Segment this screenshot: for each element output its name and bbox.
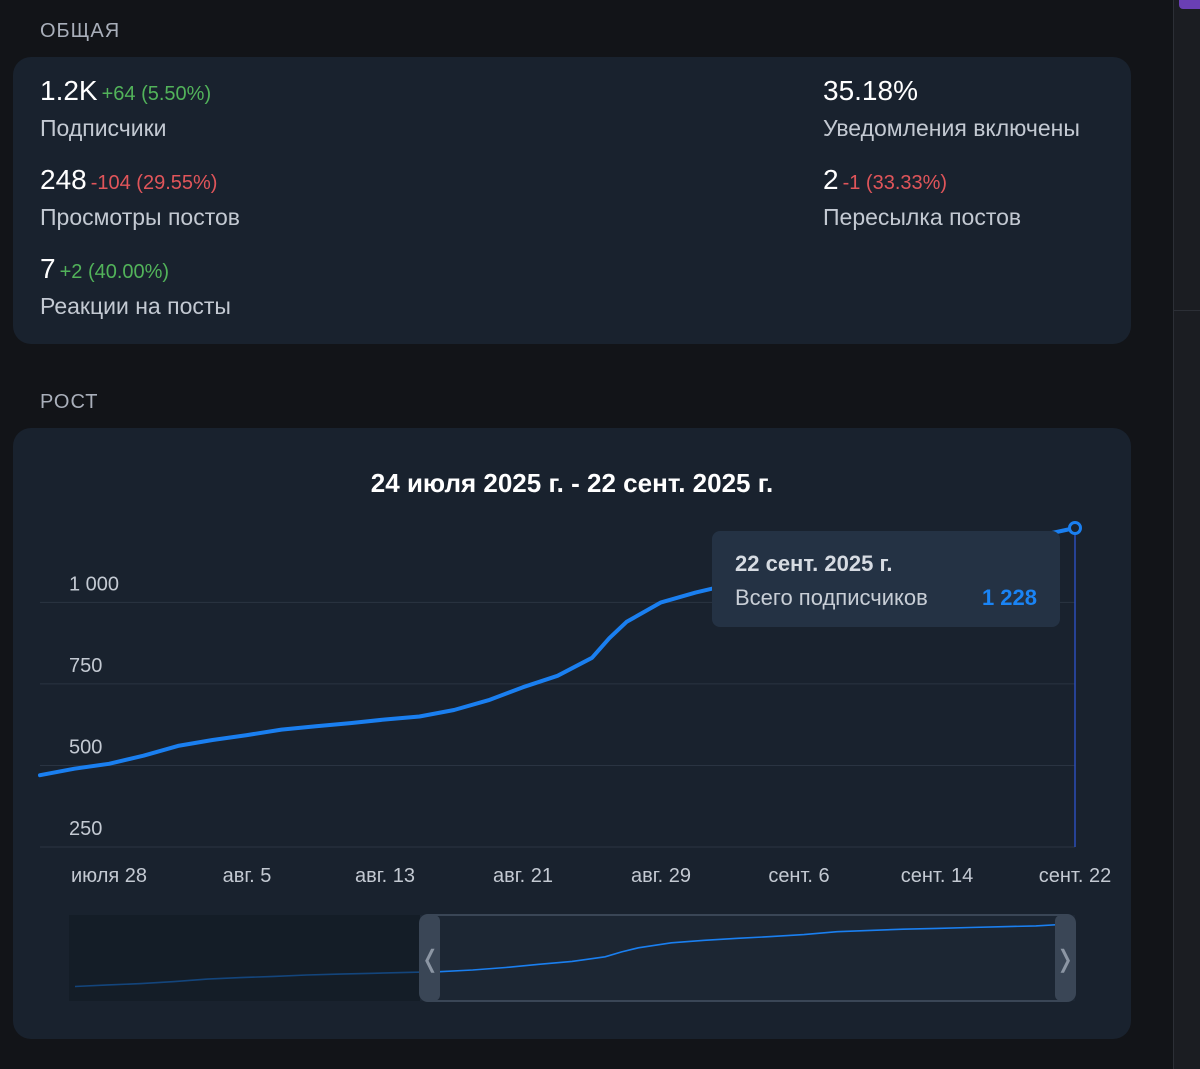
x-tick-label: сент. 6 [768,865,829,887]
overview-card: 1.2K +64 (5.50%) Подписчики 248 -104 (29.5… [13,57,1131,344]
x-tick-label: авг. 21 [493,865,553,887]
tooltip-value: 1 228 [981,585,1037,610]
chart-tooltip: 22 сент. 2025 г. Всего подписчиков 1 228 [712,531,1060,627]
growth-chart[interactable]: 250 500 750 1 000 июля 28 авг. 5 авг. 13 авг. 2… [13,428,1131,1039]
stat-label: Пересылка постов [823,204,1022,230]
x-tick-label: авг. 5 [223,865,272,887]
hover-point [1068,521,1082,535]
stat-label: Подписчики [40,115,167,141]
stat-label: Просмотры постов [40,204,240,230]
tooltip-label: Всего подписчиков [735,585,928,610]
growth-card: 24 июля 2025 г. - 22 сент. 2025 г. 250 50… [13,428,1131,1039]
stat-value: 7 [40,253,56,284]
stat-shares: 2 -1 (33.33%) Пересылка постов [823,164,1021,231]
overview-section-title: ОБЩАЯ [40,20,121,42]
x-tick-label: авг. 29 [631,865,691,887]
x-tick-label: сент. 14 [901,865,973,887]
side-panel-accent [1179,0,1200,9]
stat-delta: +64 (5.50%) [101,83,212,105]
y-tick-label: 500 [69,736,102,758]
stat-notifications: 35.18% Уведомления включены [823,75,1080,142]
tooltip-date: 22 сент. 2025 г. [735,551,893,576]
stat-delta: -1 (33.33%) [842,172,948,194]
stat-post-views: 248 -104 (29.55%) Просмотры постов [40,164,240,231]
navigator-unselected-area [69,915,420,1001]
y-tick-label: 1 000 [69,573,119,595]
stat-label: Уведомления включены [823,115,1080,141]
stat-subscribers: 1.2K +64 (5.50%) Подписчики [40,75,211,142]
stat-delta: +2 (40.00%) [59,261,170,283]
side-panel-edge [1173,0,1200,1069]
stat-value: 1.2K [40,75,98,106]
x-tick-label: июля 28 [71,865,147,887]
y-tick-label: 750 [69,655,102,677]
stat-value: 2 [823,164,839,195]
navigator-left-handle[interactable] [420,915,440,1001]
y-tick-label: 250 [69,818,102,840]
growth-section-title: РОСТ [40,391,99,413]
stat-label: Реакции на посты [40,293,231,319]
stat-value: 35.18% [823,75,918,106]
stat-value: 248 [40,164,87,195]
chart-date-range: 24 июля 2025 г. - 22 сент. 2025 г. [370,468,774,498]
stat-delta: -104 (29.55%) [90,172,218,194]
x-tick-label: сент. 22 [1039,865,1111,887]
chevron-left-icon: ❬ [420,946,440,973]
stat-reactions: 7 +2 (40.00%) Реакции на посты [40,253,231,320]
navigator-right-handle[interactable] [1055,915,1075,1001]
side-panel-divider [1174,310,1200,311]
x-tick-label: авг. 13 [355,865,415,887]
chevron-right-icon: ❭ [1055,946,1075,973]
